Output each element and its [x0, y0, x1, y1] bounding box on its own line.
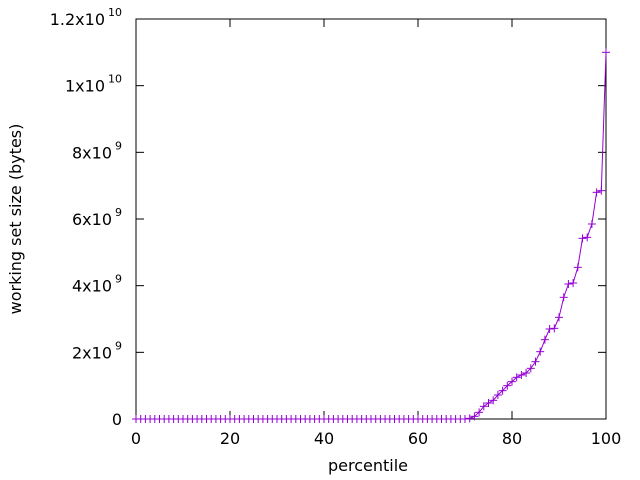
data-point [512, 373, 521, 382]
x-tick-label: 20 [220, 429, 240, 448]
x-tick-label: 40 [314, 429, 334, 448]
data-point [555, 313, 563, 322]
y-tick-label: 6x10 9 [72, 206, 122, 229]
data-point [470, 412, 479, 421]
data-point [573, 263, 582, 272]
data-point [602, 48, 610, 57]
series-working-set-size [132, 48, 610, 423]
x-tick-label: 80 [502, 429, 522, 448]
data-point [578, 234, 587, 243]
data-point [597, 186, 606, 195]
y-axis-ticks: 0 2x10 9 4x10 9 6x10 9 8x10 9 1x10 10 1.2x10 10 [50, 6, 606, 429]
x-axis-ticks: 0 20 40 60 80 100 [131, 19, 621, 448]
data-point [498, 386, 507, 395]
data-point [583, 233, 592, 242]
data-point [550, 324, 559, 333]
y-axis-title: working set size (bytes) [6, 124, 25, 315]
x-tick-label: 100 [591, 429, 622, 448]
data-point [493, 391, 502, 399]
data-point [465, 414, 474, 423]
data-point [526, 364, 535, 373]
y-tick-label: 2x10 9 [72, 339, 122, 362]
x-tick-label: 60 [408, 429, 428, 448]
y-tick-label: 8x10 9 [72, 139, 122, 162]
y-tick-label: 1x10 10 [65, 73, 122, 96]
x-tick-label: 0 [131, 429, 141, 448]
data-point [531, 357, 540, 366]
y-tick-label: 0 [112, 410, 122, 429]
data-point [536, 347, 545, 356]
data-point [569, 279, 578, 287]
data-point [475, 408, 484, 417]
data-point [517, 371, 526, 379]
data-point [592, 188, 601, 197]
data-point [587, 220, 596, 228]
data-point [564, 280, 573, 288]
x-axis-title: percentile [328, 456, 408, 475]
data-point [503, 381, 512, 390]
data-point [559, 293, 568, 302]
y-tick-label: 4x10 9 [72, 273, 122, 296]
data-point [508, 377, 516, 386]
data-point [489, 396, 498, 405]
data-point [484, 399, 493, 407]
data-point [545, 325, 554, 333]
data-point [479, 402, 488, 411]
data-point [461, 415, 469, 423]
y-tick-label: 1.2x10 10 [50, 6, 122, 29]
data-point [540, 335, 549, 344]
data-point [522, 369, 531, 377]
